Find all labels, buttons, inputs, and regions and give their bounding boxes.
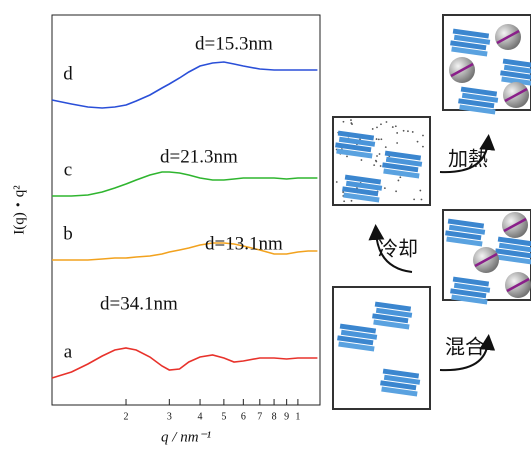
dot [346,156,348,158]
dot [380,138,382,140]
step-label: 冷却 [378,237,418,261]
y-axis-label: I(q)・q² [11,185,27,235]
dot [376,155,378,157]
dot [372,128,374,130]
dot [417,141,419,143]
curve [52,62,317,108]
x-tick-label: 9 [284,411,289,422]
dot [396,132,398,134]
annotation: d=13.1nm [205,233,283,254]
dot [380,123,382,125]
dot [419,190,421,192]
dot [336,181,338,183]
figure: I(q)・q² q / nm⁻¹ 混合 冷却 加熱 2 3 4 5 67891 a b c d d… [0,0,531,449]
dot [399,176,401,178]
x-tick-label: 5 [221,411,226,422]
dot [350,122,352,124]
dot [343,121,345,123]
curve [52,348,317,378]
x-tick-label: 1 [295,411,300,422]
annotation: d=34.1nm [100,293,178,314]
dot [376,138,378,140]
dot [384,187,386,189]
series-label: d [63,63,73,84]
dot [386,121,388,123]
dot [396,142,398,144]
dot [375,160,377,162]
dot [351,200,353,202]
series-label: a [64,341,73,362]
curve [52,172,317,196]
series-label: b [63,223,73,244]
annotation: d=21.3nm [160,146,238,167]
dot [412,131,414,133]
dot [350,119,352,121]
dot [422,146,424,148]
dot [403,130,405,132]
x-axis-label: q / nm⁻¹ [161,429,211,445]
dot [413,199,415,201]
dot [385,146,387,148]
dot [392,126,394,128]
dot [373,164,375,166]
x-tick-label: 2 [124,411,129,422]
dot [421,199,423,201]
plot [52,15,320,405]
dot [378,138,380,140]
x-tick-label: 3 [167,411,172,422]
annotation: d=15.3nm [195,33,273,54]
dot [395,190,397,192]
dot [361,159,363,161]
dot [407,130,409,132]
dot [398,180,400,182]
dot [395,125,397,127]
x-tick-label: 6 [241,411,246,422]
x-tick-label: 4 [198,411,203,422]
dot [379,153,381,155]
dot [422,135,424,137]
diagram: 混合 冷却 加熱 [333,15,531,409]
x-tick-label: 7 [257,411,262,422]
dot [376,126,378,128]
dot [343,200,345,202]
dot [380,165,382,167]
x-tick-label: 8 [272,411,277,422]
series-label: c [64,159,72,180]
step-label: 混合 [445,335,485,359]
step-label: 加熱 [448,147,488,171]
